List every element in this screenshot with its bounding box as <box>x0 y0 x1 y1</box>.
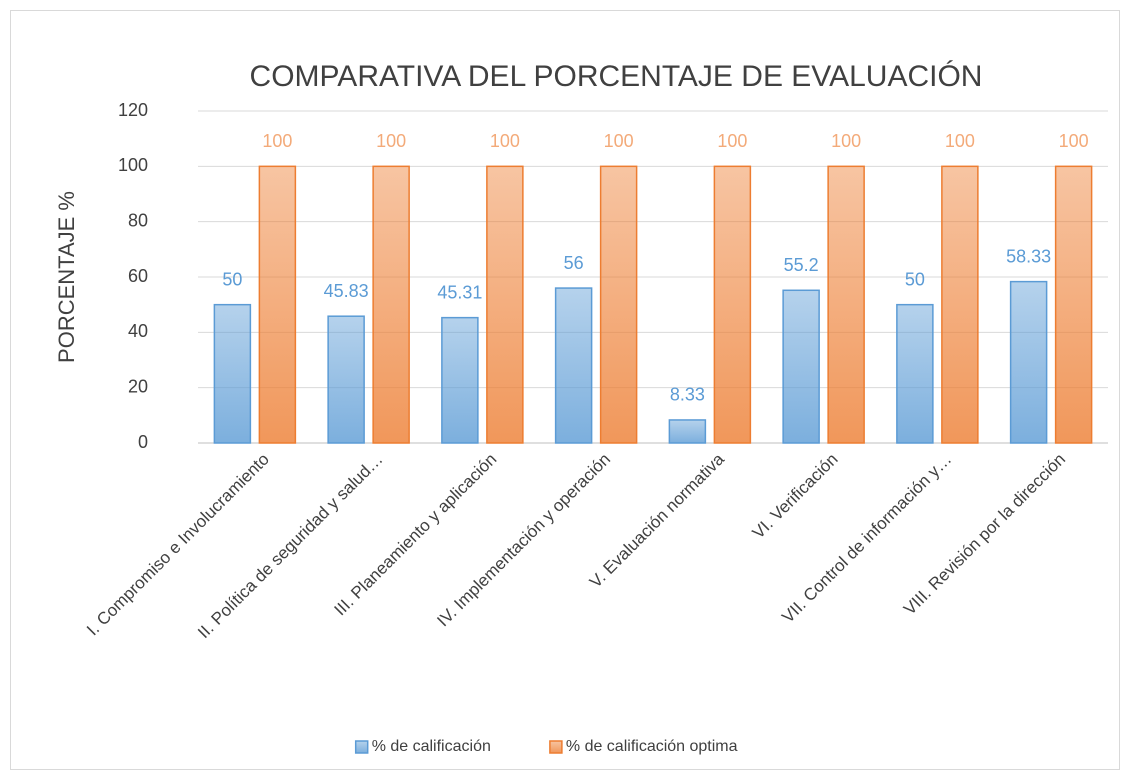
bar <box>713 165 752 444</box>
data-label: 56 <box>564 253 584 273</box>
data-label: 100 <box>490 131 520 151</box>
bar <box>599 165 638 444</box>
y-tick-label: 100 <box>118 155 148 175</box>
bar <box>1009 280 1048 444</box>
bar <box>782 289 820 444</box>
bar <box>327 315 365 444</box>
bar <box>941 165 979 444</box>
data-label: 50 <box>222 269 242 289</box>
data-label: 100 <box>376 131 406 151</box>
bar <box>486 165 524 444</box>
legend-swatch <box>549 740 563 754</box>
data-label: 100 <box>831 131 861 151</box>
data-label: 50 <box>905 269 925 289</box>
bar <box>441 316 479 444</box>
bar <box>258 165 297 444</box>
y-tick-label: 0 <box>138 432 148 452</box>
bar <box>1054 165 1093 444</box>
legend-label: % de calificación optima <box>566 738 738 755</box>
legend-label: % de calificación <box>372 738 491 755</box>
bar <box>896 303 934 444</box>
y-axis-label: PORCENTAJE % <box>54 191 79 363</box>
data-label: 100 <box>262 131 292 151</box>
legend-swatch <box>354 740 369 754</box>
data-label: 45.83 <box>324 281 369 301</box>
y-tick-label: 80 <box>128 210 148 230</box>
y-tick-label: 120 <box>118 100 148 120</box>
data-label: 100 <box>945 131 975 151</box>
bar <box>827 165 865 444</box>
data-label: 100 <box>1059 131 1089 151</box>
data-label: 100 <box>717 131 747 151</box>
bar <box>554 287 593 444</box>
y-tick-label: 20 <box>128 376 148 396</box>
chart-title: COMPARATIVA DEL PORCENTAJE DE EVALUACIÓN <box>250 60 983 93</box>
data-label: 8.33 <box>670 385 705 405</box>
bar <box>372 165 410 444</box>
data-label: 100 <box>604 131 634 151</box>
bar <box>213 303 252 444</box>
data-label: 58.33 <box>1006 246 1051 266</box>
data-label: 45.31 <box>437 282 482 302</box>
y-tick-label: 40 <box>128 321 148 341</box>
y-tick-label: 60 <box>128 266 148 286</box>
bar <box>668 419 707 444</box>
data-label: 55.2 <box>784 255 819 275</box>
